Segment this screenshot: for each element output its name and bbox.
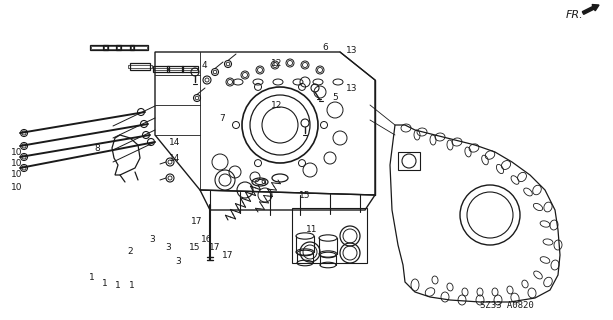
Bar xyxy=(130,63,150,70)
Text: 1: 1 xyxy=(89,274,95,283)
Text: 17: 17 xyxy=(223,251,234,260)
Text: 7: 7 xyxy=(219,114,225,123)
Text: 11: 11 xyxy=(306,226,318,235)
Text: 2: 2 xyxy=(127,247,133,257)
Bar xyxy=(128,65,152,68)
Bar xyxy=(182,66,198,72)
Text: 12: 12 xyxy=(272,59,283,68)
Bar xyxy=(104,46,120,49)
Text: 9: 9 xyxy=(260,179,266,188)
Text: FR.: FR. xyxy=(566,10,584,20)
Text: 3: 3 xyxy=(175,258,181,267)
Text: 14: 14 xyxy=(169,138,181,147)
Text: 10: 10 xyxy=(11,158,23,167)
Text: 15: 15 xyxy=(299,190,311,199)
Bar xyxy=(90,45,108,50)
Text: 14: 14 xyxy=(169,154,181,163)
Text: 16: 16 xyxy=(201,236,213,244)
Bar xyxy=(154,68,168,70)
Text: 13: 13 xyxy=(346,45,358,54)
Bar xyxy=(117,46,133,49)
Text: 17: 17 xyxy=(191,218,203,227)
Bar xyxy=(398,152,420,170)
Bar xyxy=(91,46,107,49)
Text: 10: 10 xyxy=(11,182,23,191)
Text: 1: 1 xyxy=(129,281,135,290)
Text: 1: 1 xyxy=(115,281,121,290)
Bar xyxy=(153,66,169,72)
Text: 5: 5 xyxy=(332,92,338,101)
Text: 13: 13 xyxy=(346,84,358,92)
Text: 6: 6 xyxy=(322,43,328,52)
Bar xyxy=(183,68,197,70)
Text: 3: 3 xyxy=(165,244,171,252)
Bar xyxy=(131,46,147,49)
Bar xyxy=(167,66,183,72)
Text: 10: 10 xyxy=(11,148,23,156)
Bar xyxy=(292,208,367,263)
Text: 12: 12 xyxy=(272,100,283,109)
FancyArrow shape xyxy=(582,4,599,14)
Text: 15: 15 xyxy=(189,244,200,252)
Bar xyxy=(168,68,182,70)
Text: 17: 17 xyxy=(209,244,221,252)
Bar xyxy=(103,45,121,50)
Text: 10: 10 xyxy=(11,170,23,179)
Bar xyxy=(116,45,134,50)
Text: 3: 3 xyxy=(149,236,155,244)
Text: 1: 1 xyxy=(102,278,108,287)
Text: 4: 4 xyxy=(201,60,207,69)
Text: 8: 8 xyxy=(94,143,100,153)
Text: SZ33 A0820: SZ33 A0820 xyxy=(480,301,534,310)
Bar xyxy=(130,45,148,50)
